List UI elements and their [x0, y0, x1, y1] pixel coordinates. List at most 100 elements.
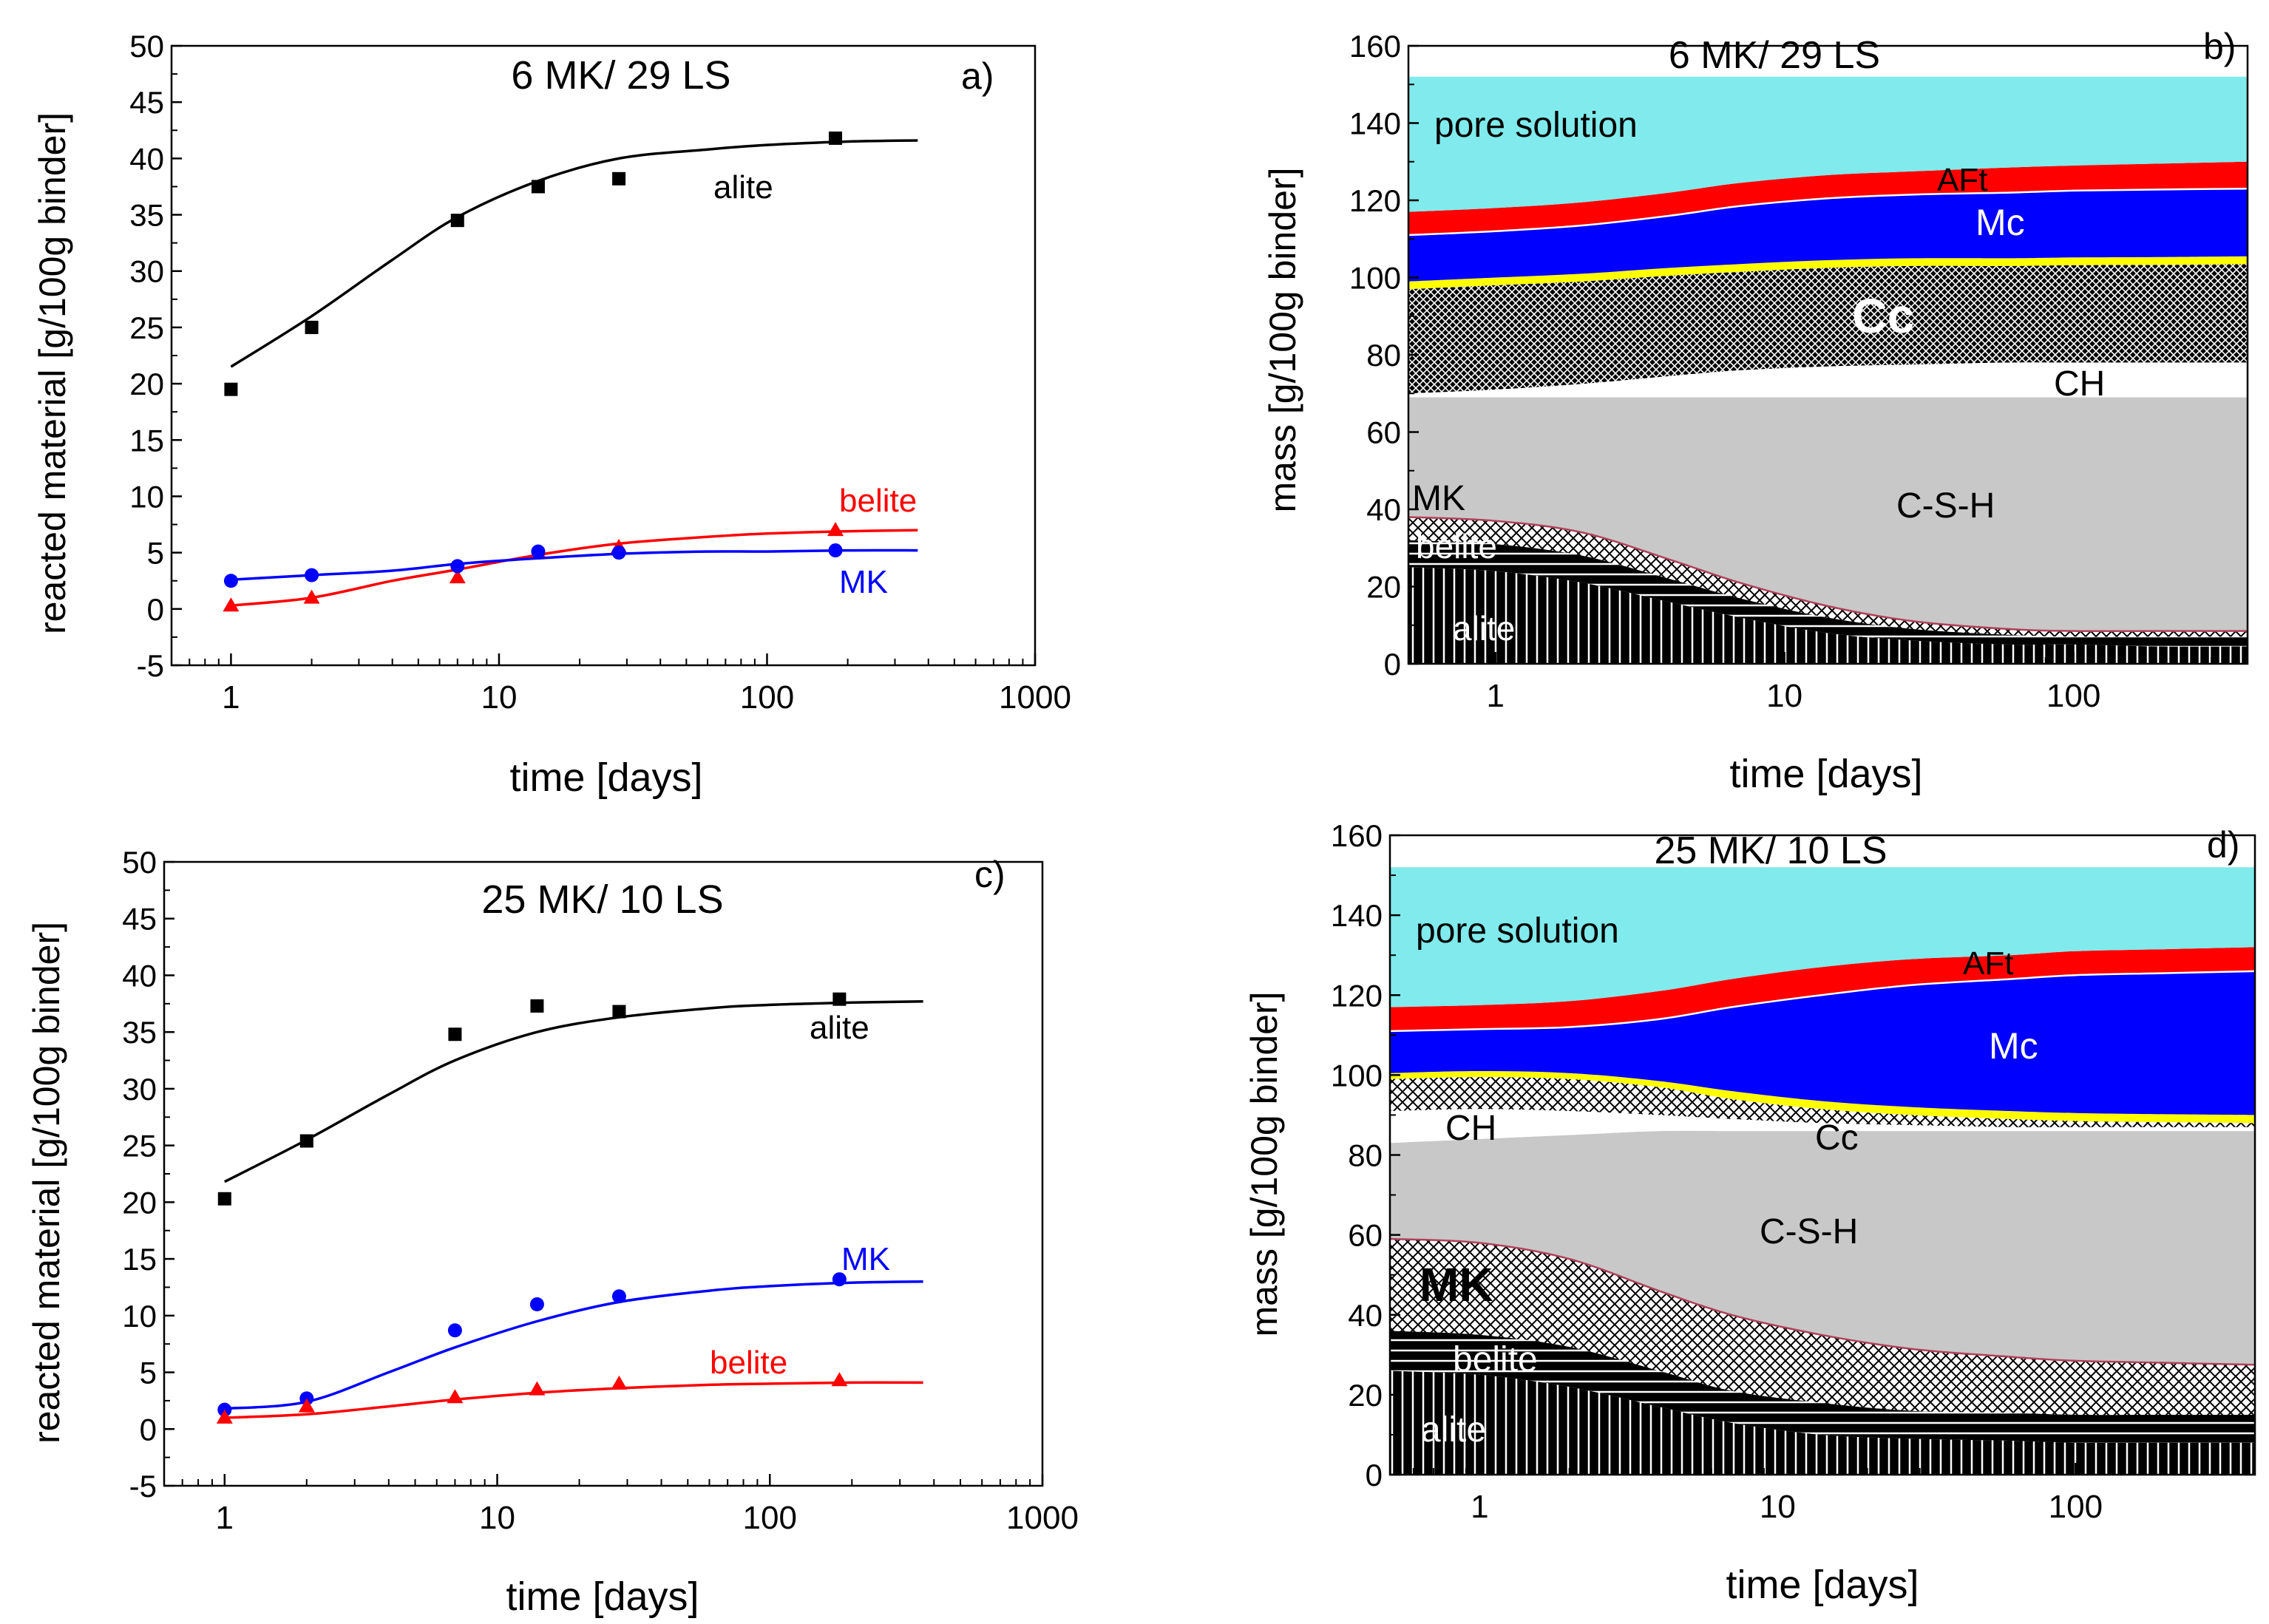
panel-c-label-mk: MK — [841, 1241, 890, 1277]
y-tick-label: 20 — [129, 367, 164, 401]
area-layer-CH — [1408, 362, 2248, 398]
y-tick-label: 30 — [129, 254, 164, 289]
y-tick-label: 40 — [122, 958, 157, 993]
area-layer-pore — [1390, 867, 2255, 1008]
fit-line-alite — [224, 999, 923, 1183]
y-tick-label: 40 — [1348, 1298, 1383, 1333]
panel-b-label-mk: MK — [1412, 479, 1465, 518]
panel-a-label-belite: belite — [839, 483, 917, 519]
data-point-alite — [612, 1005, 626, 1019]
data-point-MK — [450, 559, 465, 574]
panel-a-xlabel: time [days] — [509, 755, 702, 800]
x-tick-label: 1 — [1486, 678, 1504, 714]
panel-b-label-csh: C-S-H — [1896, 486, 1995, 526]
y-tick-label: 100 — [1331, 1058, 1383, 1093]
data-point-MK — [832, 1272, 847, 1287]
panel-b-axes: 0 20 40 60 80 100 120 140 160 1 10 100 — [1349, 29, 2249, 714]
panel-a-label-alite: alite — [713, 169, 773, 205]
panel-d-ylabel: mass [g/100g binder] — [1244, 992, 1285, 1337]
area-layer-Cc — [1408, 264, 2248, 394]
panel-2-frame — [163, 860, 1044, 1487]
y-tick-label: 10 — [129, 479, 164, 514]
data-point-MK — [531, 544, 546, 559]
y-tick-label: 160 — [1349, 29, 1401, 64]
y-tick-label: 45 — [122, 902, 157, 937]
panel-c-series — [216, 992, 923, 1424]
y-tick-label: 0 — [1384, 647, 1401, 682]
panel-d-label-alite: alite — [1421, 1410, 1486, 1450]
y-tick-label: 140 — [1349, 106, 1401, 141]
panel-b-label-belite: belite — [1416, 527, 1497, 565]
x-tick-label: 100 — [740, 679, 794, 716]
panel-c-title: 25 MK/ 10 LS — [481, 877, 723, 922]
fit-line-belite — [224, 1381, 923, 1419]
panel-a-label-mk: MK — [839, 564, 888, 600]
y-tick-label: 20 — [1348, 1378, 1383, 1413]
y-tick-label: 10 — [122, 1299, 157, 1333]
data-point-alite — [305, 320, 319, 334]
area-layer-alite — [1408, 567, 2248, 664]
y-tick-label: 15 — [122, 1242, 157, 1277]
panel-a-title: 6 MK/ 29 LS — [511, 53, 730, 98]
data-point-MK — [828, 543, 843, 558]
area-layer-Mc — [1390, 971, 2255, 1115]
panel-d-xlabel: time [days] — [1726, 1563, 1919, 1607]
panel-b-ylabel: mass [g/100g binder] — [1262, 168, 1303, 513]
data-point-alite — [829, 131, 843, 145]
area-layer-alite — [1390, 1370, 2255, 1475]
data-point-MK — [611, 546, 626, 560]
panel-b-label-aft: AFt — [1937, 162, 1987, 198]
y-tick-label: 140 — [1331, 898, 1383, 933]
panel-b-label-alite: alite — [1453, 609, 1515, 648]
y-tick-label: 100 — [1349, 261, 1401, 296]
y-tick-label: 15 — [129, 423, 164, 458]
area-layer-CSH — [1408, 397, 2248, 631]
x-tick-label: 1 — [216, 1500, 234, 1536]
data-point-alite — [299, 1134, 313, 1148]
x-tick-label: 10 — [481, 679, 517, 716]
y-tick-label: 120 — [1331, 978, 1383, 1013]
panel-d-label-pore: pore solution — [1416, 911, 1619, 951]
y-tick-label: 20 — [122, 1185, 157, 1220]
data-point-belite — [223, 597, 240, 612]
area-layer-pore — [1408, 76, 2248, 212]
fit-line-MK — [224, 1280, 923, 1410]
data-point-alite — [217, 1192, 231, 1206]
panel-b-label-pore: pore solution — [1434, 106, 1638, 145]
panel-b-letter: b) — [2203, 26, 2236, 67]
y-tick-label: 80 — [1348, 1138, 1383, 1173]
area-layer-Cc — [1390, 1077, 2255, 1127]
panel-d-label-cc: Cc — [1815, 1118, 1859, 1158]
data-point-alite — [530, 999, 544, 1013]
panel-c-label-alite: alite — [810, 1010, 869, 1046]
data-point-belite — [303, 589, 320, 604]
panel-a-axes: -5 0 5 10 15 20 25 30 35 40 45 50 1 10 100 1000 — [129, 29, 1071, 716]
x-tick-label: 1 — [222, 679, 240, 716]
boundary-line-MK_top — [1389, 1237, 2256, 1366]
panel-d-label-csh: C-S-H — [1760, 1212, 1858, 1251]
data-point-belite — [298, 1398, 315, 1413]
x-tick-label: 10 — [1766, 678, 1802, 714]
area-layer-yellow — [1408, 256, 2248, 290]
y-tick-label: 45 — [129, 85, 164, 120]
y-tick-label: 60 — [1348, 1218, 1383, 1253]
x-tick-label: 1000 — [1006, 1500, 1079, 1536]
panel-c-letter: c) — [974, 854, 1005, 895]
y-tick-label: 50 — [129, 29, 164, 64]
y-tick-label: 35 — [129, 198, 164, 233]
area-layer-CSH — [1390, 1130, 2255, 1365]
data-point-alite — [531, 180, 545, 194]
data-point-belite — [831, 1372, 848, 1387]
panel-d-label-mk: MK — [1420, 1258, 1493, 1311]
panel-b-label-cc: Cc — [1852, 288, 1914, 343]
area-layer-CH — [1390, 1109, 2255, 1144]
data-point-belite — [827, 522, 844, 537]
panel-d-label-ch: CH — [1445, 1109, 1496, 1148]
y-tick-label: 40 — [1366, 492, 1401, 527]
panel-d-axes: 0 20 40 60 80 100 120 140 160 1 10 100 — [1331, 818, 2256, 1525]
fit-line-belite — [231, 529, 918, 607]
data-point-MK — [305, 568, 319, 582]
y-tick-label: 0 — [147, 592, 164, 627]
panel-c: -5 0 5 10 15 20 25 30 35 40 45 50 1 10 100 1000 25 MK/ … — [26, 845, 1079, 1619]
panel-d-label-belite: belite — [1453, 1340, 1538, 1379]
